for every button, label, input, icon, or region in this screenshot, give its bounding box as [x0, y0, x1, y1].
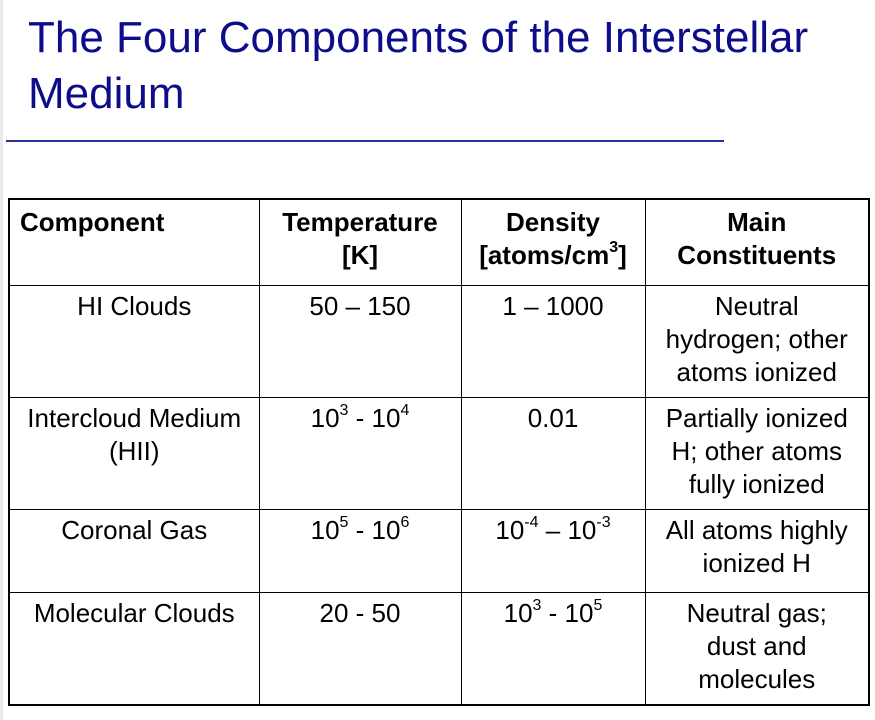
- temperature-low-base: 10: [310, 514, 340, 545]
- header-density-unit-suffix: ]: [618, 240, 627, 270]
- cell-constituents: All atoms highly ionized H: [644, 508, 870, 593]
- cell-constituents: Neutral gas; dust and molecules: [644, 591, 870, 706]
- cell-constituents-line: Partially ionized: [665, 402, 848, 433]
- header-density-line1: Density: [506, 207, 600, 237]
- ism-components-table: Component Temperature [K] Density [atoms…: [8, 198, 870, 706]
- cell-temperature: 20 - 50: [258, 591, 462, 706]
- table-header-row: Component Temperature [K] Density [atoms…: [8, 198, 870, 286]
- cell-temperature: 103 - 104: [258, 396, 462, 510]
- header-density: Density [atoms/cm3]: [460, 198, 646, 286]
- cell-constituents-line: fully ionized: [688, 468, 825, 499]
- range-separator: –: [538, 514, 568, 545]
- cell-component: Molecular Clouds: [8, 591, 260, 706]
- range-separator: -: [541, 597, 565, 628]
- cell-component-line: HI Clouds: [77, 290, 192, 321]
- cell-component-line: Intercloud Medium: [27, 402, 242, 433]
- slide-title: The Four Components of the Interstellar …: [28, 13, 809, 118]
- cell-constituents: Partially ionized H; other atoms fully i…: [644, 396, 870, 510]
- density-low-base: 10: [503, 597, 533, 628]
- cell-density: 10-4 – 10-3: [460, 508, 646, 593]
- temperature-low-base: 10: [310, 402, 340, 433]
- density-high-base: 10: [564, 597, 594, 628]
- range-separator: -: [348, 514, 372, 545]
- density-low-exponent: 3: [532, 596, 542, 614]
- cell-component-line: (HII): [108, 435, 160, 466]
- cell-component-line: Coronal Gas: [61, 514, 208, 545]
- table-row: Coronal Gas 105 - 106 10-4 – 10-3 All at…: [8, 508, 870, 593]
- table-row: Molecular Clouds 20 - 50 103 - 105 Neutr…: [8, 591, 870, 706]
- header-temperature-line2: [K]: [341, 240, 379, 270]
- table-row: HI Clouds 50 – 150 1 – 1000 Neutral hydr…: [8, 284, 870, 398]
- cell-constituents-line: atoms ionized: [676, 356, 837, 387]
- header-density-unit-prefix: [atoms/cm: [479, 240, 610, 270]
- density-high-exponent: -3: [596, 513, 611, 531]
- cell-constituents: Neutral hydrogen; other atoms ionized: [644, 284, 870, 398]
- density-low-base: 10: [495, 514, 525, 545]
- cell-constituents-line: molecules: [698, 663, 816, 694]
- header-temperature-line1: Temperature: [282, 207, 438, 237]
- slide-left-edge: [0, 0, 3, 720]
- density-high-base: 10: [567, 514, 597, 545]
- header-density-unit-exponent: 3: [609, 239, 619, 256]
- density-high-exponent: 5: [593, 596, 603, 614]
- cell-density: 1 – 1000: [460, 284, 646, 398]
- cell-constituents-line: Neutral: [714, 290, 799, 321]
- cell-density: 0.01: [460, 396, 646, 510]
- temperature-high-base: 10: [371, 402, 401, 433]
- header-constituents: Main Constituents: [644, 198, 870, 286]
- header-constituents-line2: Constituents: [677, 240, 837, 270]
- temperature-low-exponent: 3: [339, 401, 349, 419]
- cell-temperature: 50 – 150: [258, 284, 462, 398]
- table-row: Intercloud Medium (HII) 103 - 104 0.01 P…: [8, 396, 870, 510]
- cell-temperature: 105 - 106: [258, 508, 462, 593]
- temperature-high-exponent: 6: [400, 513, 410, 531]
- temperature-low-exponent: 5: [339, 513, 349, 531]
- cell-constituents-line: hydrogen; other: [665, 323, 848, 354]
- cell-constituents-line: ionized H: [702, 547, 811, 578]
- header-temperature: Temperature [K]: [258, 198, 462, 286]
- header-constituents-line1: Main: [727, 207, 787, 237]
- cell-component: Intercloud Medium (HII): [8, 396, 260, 510]
- title-underline: [6, 140, 724, 142]
- temperature-high-base: 10: [371, 514, 401, 545]
- cell-constituents-line: H; other atoms: [671, 435, 842, 466]
- density-low-exponent: -4: [524, 513, 539, 531]
- header-component: Component: [8, 198, 260, 286]
- header-density-line2: [atoms/cm3]: [468, 239, 639, 272]
- cell-component: Coronal Gas: [8, 508, 260, 593]
- range-separator: -: [348, 402, 372, 433]
- cell-component: HI Clouds: [8, 284, 260, 398]
- cell-constituents-line: All atoms highly: [665, 514, 848, 545]
- cell-constituents-line: dust and: [706, 630, 807, 661]
- cell-density: 103 - 105: [460, 591, 646, 706]
- cell-component-line: Molecular Clouds: [33, 597, 235, 628]
- cell-constituents-line: Neutral gas;: [686, 597, 827, 628]
- temperature-high-exponent: 4: [400, 401, 410, 419]
